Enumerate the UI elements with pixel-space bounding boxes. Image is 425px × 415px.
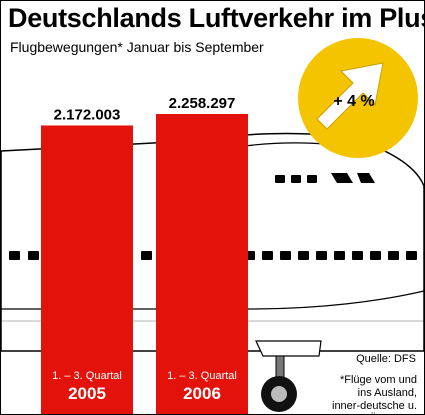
bar-2006 bbox=[156, 114, 248, 414]
bars-group: 2.172.003 1. – 3. Quartal 2005 2.258.297 1. … bbox=[41, 95, 248, 414]
value-label-2005: 2.172.003 bbox=[54, 106, 121, 123]
value-label-2006: 2.258.297 bbox=[169, 95, 236, 112]
category-label-2006: 2006 bbox=[183, 384, 221, 403]
arrow-up-right-icon bbox=[316, 62, 384, 130]
category-sublabel-2005: 1. – 3. Quartal bbox=[52, 370, 122, 382]
chart-title: Deutschlands Luftverkehr im Plus bbox=[8, 3, 425, 33]
footnote: *Flüge vom und ins Ausland, inner-deutsc… bbox=[332, 374, 417, 414]
badge-label: + 4 % bbox=[333, 93, 374, 110]
airplane-belly-line bbox=[1, 290, 424, 310]
chart-subtitle: Flugbewegungen* Januar bis September bbox=[10, 39, 264, 55]
passenger-windows bbox=[9, 251, 417, 260]
source-note: Quelle: DFS bbox=[356, 353, 416, 365]
category-label-2005: 2005 bbox=[68, 384, 106, 403]
category-sublabel-2006: 1. – 3. Quartal bbox=[167, 370, 237, 382]
landing-gear bbox=[255, 340, 322, 412]
cockpit-windows bbox=[275, 173, 375, 183]
growth-badge: + 4 % bbox=[298, 38, 418, 158]
bar-2005 bbox=[41, 125, 133, 414]
